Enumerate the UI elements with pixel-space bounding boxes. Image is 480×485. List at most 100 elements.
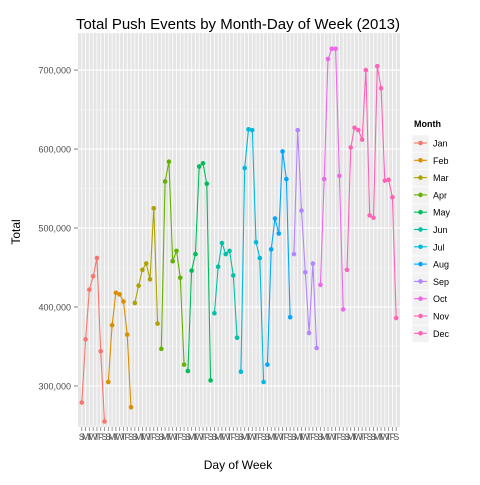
x-tick-label: F <box>231 432 237 442</box>
x-tick-label: F <box>257 432 263 442</box>
x-tick-label: T <box>219 432 225 442</box>
x-tick-label: S <box>344 432 350 442</box>
legend-key-point <box>418 175 423 180</box>
x-tick-label: M <box>267 432 275 442</box>
x-tick-label: T <box>386 432 392 442</box>
data-point-apr <box>162 179 168 184</box>
x-tick-label: M <box>82 432 90 442</box>
data-point-apr <box>159 346 164 352</box>
data-point-dec <box>374 63 380 69</box>
data-point-may <box>204 181 210 187</box>
x-tick-label: T <box>359 432 365 442</box>
x-tick-label: S <box>208 432 214 442</box>
x-tick-label: W <box>115 432 124 442</box>
x-tick-label: W <box>89 432 98 442</box>
legend-key-point <box>418 244 423 250</box>
legend-key-point <box>418 192 423 198</box>
data-point-may <box>185 368 191 374</box>
x-tick-label: W <box>301 432 310 442</box>
data-point-jan <box>83 337 88 342</box>
data-point-nov <box>363 67 369 73</box>
x-tick-label: S <box>181 432 187 442</box>
x-tick-label: T <box>352 432 358 442</box>
x-tick-label: T <box>280 432 286 442</box>
data-point-sep <box>306 330 312 336</box>
x-tick-label: T <box>200 432 206 442</box>
data-point-nov <box>356 127 361 133</box>
x-tick-label: S <box>261 432 267 442</box>
y-tick-label: 400,000 <box>38 302 71 312</box>
x-tick-label: T <box>174 432 180 442</box>
data-point-oct <box>329 46 335 52</box>
data-point-may <box>189 268 194 273</box>
x-tick-label: S <box>128 432 134 442</box>
data-point-mar <box>132 300 138 306</box>
x-tick-label: T <box>246 432 252 442</box>
data-point-nov <box>352 125 357 131</box>
x-tick-label: T <box>299 432 305 442</box>
y-axis-title: Total <box>9 219 23 244</box>
legend-key-point <box>418 227 423 232</box>
data-point-jun <box>212 311 217 316</box>
x-tick-label: S <box>185 432 191 442</box>
data-point-jan <box>94 255 100 261</box>
legend-label-jan: Jan <box>433 139 448 149</box>
data-point-apr <box>170 258 176 264</box>
data-point-feb <box>124 332 130 337</box>
x-tick-label: S <box>393 432 399 442</box>
x-tick-label: W <box>195 432 204 442</box>
x-tick-label: W <box>354 432 363 442</box>
legend-key-point <box>418 296 423 302</box>
data-point-oct <box>325 56 331 62</box>
x-tick-label: F <box>363 432 369 442</box>
data-point-dec <box>371 215 376 221</box>
x-tick-label: T <box>272 432 278 442</box>
x-tick-label: T <box>333 432 339 442</box>
x-tick-label: M <box>214 432 222 442</box>
data-point-apr <box>181 362 187 367</box>
data-point-jan <box>102 419 107 424</box>
x-tick-label: M <box>161 432 169 442</box>
data-point-jun <box>223 251 229 257</box>
x-tick-label: M <box>135 432 143 442</box>
data-point-apr <box>174 248 179 254</box>
data-point-jan <box>79 400 85 405</box>
legend-label-jun: Jun <box>433 225 448 235</box>
data-point-dec <box>386 177 391 183</box>
data-point-sep <box>295 127 301 133</box>
legend-label-feb: Feb <box>433 156 449 166</box>
x-tick-label: M <box>188 432 196 442</box>
data-point-aug <box>280 149 285 154</box>
data-point-sep <box>310 261 316 266</box>
x-tick-label: M <box>374 432 382 442</box>
y-tick-label: 300,000 <box>38 381 71 391</box>
data-point-apr <box>177 275 183 281</box>
legend-key-point <box>418 209 423 215</box>
data-point-jul <box>238 369 244 375</box>
x-tick-label: S <box>238 432 244 442</box>
data-point-mar <box>143 261 149 266</box>
x-tick-label: F <box>98 432 104 442</box>
data-point-oct <box>340 307 346 312</box>
x-tick-label: M <box>347 432 355 442</box>
legend-label-mar: Mar <box>433 173 449 183</box>
data-point-jul <box>249 127 255 133</box>
data-point-jun <box>234 335 240 341</box>
data-point-mar <box>140 267 145 273</box>
x-tick-label: M <box>241 432 249 442</box>
x-tick-label: S <box>340 432 346 442</box>
y-tick-label: 500,000 <box>38 224 71 234</box>
x-tick-label: S <box>158 432 164 442</box>
x-tick-label: T <box>140 432 146 442</box>
x-tick-label: W <box>142 432 151 442</box>
legend-label-nov: Nov <box>433 312 450 322</box>
data-point-jul <box>261 379 266 385</box>
legend-label-dec: Dec <box>433 329 450 339</box>
x-tick-label: T <box>166 432 172 442</box>
data-point-nov <box>367 213 372 218</box>
data-point-sep <box>299 208 304 213</box>
data-point-sep <box>291 251 297 257</box>
x-tick-label: T <box>306 432 312 442</box>
